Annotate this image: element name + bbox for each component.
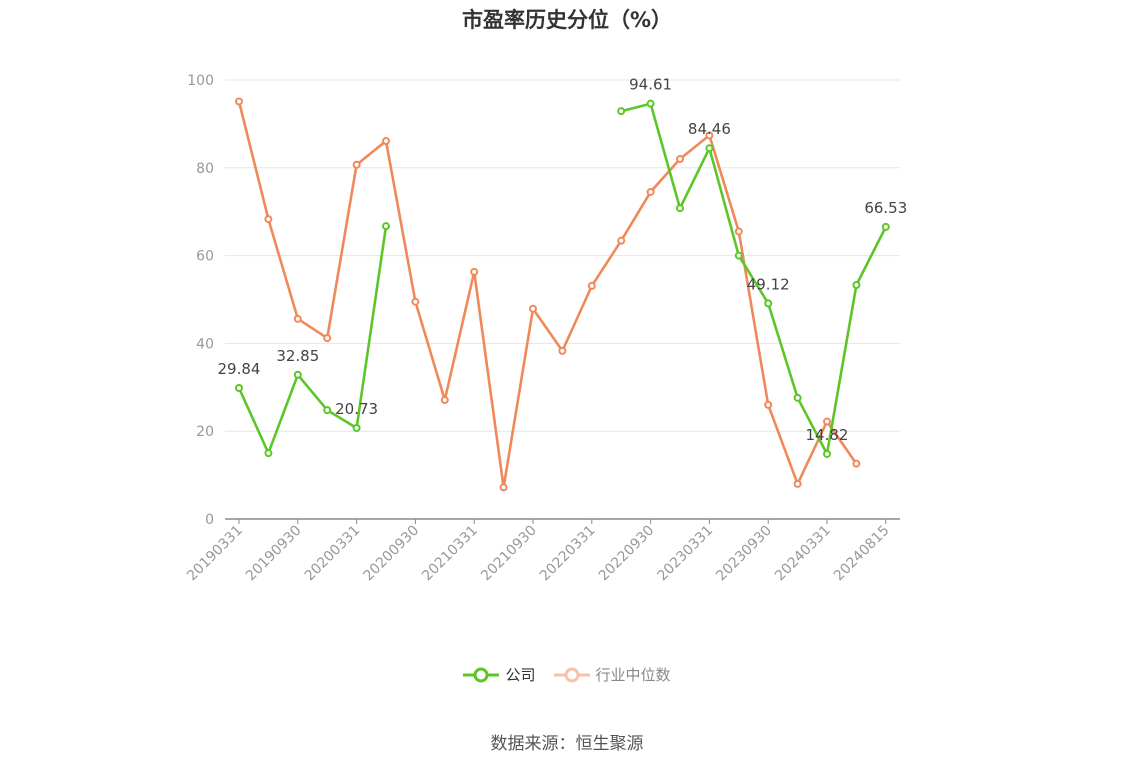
x-tick-label-20190930: 20190930 xyxy=(243,523,305,585)
data-label-20190331: 29.84 xyxy=(218,360,261,378)
data-source: 数据来源：恒生聚源 xyxy=(490,734,644,754)
point-series-1-20221231 xyxy=(676,155,684,164)
legend-label-company: 公司 xyxy=(505,666,536,684)
legend-industry-icon xyxy=(553,667,590,682)
point-series-1-20220630 xyxy=(617,236,626,245)
point-series-1-20210930 xyxy=(529,304,537,313)
point-series-0-20190630 xyxy=(264,449,273,458)
data-label-20240331: 14.82 xyxy=(806,426,849,444)
point-series-1-20240331 xyxy=(823,417,831,426)
point-series-0-20221231 xyxy=(676,204,684,213)
series-points xyxy=(235,97,890,492)
y-tick-label-60: 60 xyxy=(196,249,214,265)
point-series-1-20210331 xyxy=(470,267,479,276)
x-tick-label-20240815: 20240815 xyxy=(831,523,893,585)
point-series-1-20201231 xyxy=(440,396,449,405)
point-series-1-20190630 xyxy=(264,215,273,224)
point-series-0-20230630 xyxy=(734,251,743,260)
y-tick-label-20: 20 xyxy=(196,424,214,440)
point-series-0-20240815 xyxy=(881,222,890,231)
grid-lines xyxy=(225,79,900,432)
x-tick-label-20220930: 20220930 xyxy=(596,523,658,585)
series-lines xyxy=(237,101,887,489)
legend-company-icon xyxy=(463,667,500,682)
point-series-1-20190331 xyxy=(235,97,243,106)
x-tick-label-20200930: 20200930 xyxy=(361,523,423,585)
x-tick-label-20210331: 20210331 xyxy=(419,523,481,585)
legend: 公司 行业中位数 xyxy=(0,664,1134,685)
point-series-0-20240331 xyxy=(823,449,831,458)
point-series-1-20211231 xyxy=(558,346,567,355)
point-series-1-20230630 xyxy=(734,227,743,236)
point-series-1-20200630 xyxy=(382,137,390,146)
point-series-0-20200331 xyxy=(352,423,361,432)
x-axis: 2019033120190930202003312020093020210331… xyxy=(184,518,900,585)
point-series-1-20231231 xyxy=(793,479,802,488)
point-series-1-20220331 xyxy=(587,281,596,290)
point-series-1-20230930 xyxy=(764,400,773,409)
legend-item-industry[interactable]: 行业中位数 xyxy=(553,664,671,685)
point-series-0-20220930 xyxy=(646,99,655,108)
point-series-0-20200630 xyxy=(382,222,390,231)
series-line-0-seg-1 xyxy=(620,102,887,456)
data-label-20220930: 94.61 xyxy=(629,76,672,94)
x-tick-label-20240331: 20240331 xyxy=(772,523,834,585)
y-tick-label-0: 0 xyxy=(205,512,214,528)
y-tick-label-40: 40 xyxy=(196,336,214,352)
legend-label-industry: 行业中位数 xyxy=(595,666,671,684)
data-label-20190930: 32.85 xyxy=(276,347,319,365)
data-labels: 29.84 32.85 20.73 94.61 84.46 49.12 14.82 66.53 xyxy=(218,76,908,444)
x-tick-label-20210930: 20210930 xyxy=(478,523,540,585)
series-line-0-seg-0 xyxy=(237,226,388,455)
point-series-0-20190930 xyxy=(293,370,302,379)
point-series-1-20210630 xyxy=(499,483,508,492)
point-series-1-20190930 xyxy=(293,314,302,323)
x-tick-label-20200331: 20200331 xyxy=(302,523,364,585)
y-tick-label-80: 80 xyxy=(196,161,214,177)
series-line-1-seg-0 xyxy=(237,101,858,489)
x-tick-label-20230930: 20230930 xyxy=(713,523,775,585)
point-series-1-20191231 xyxy=(323,334,332,343)
x-tick-label-20230331: 20230331 xyxy=(655,523,717,585)
point-series-0-20220630 xyxy=(617,107,626,116)
y-axis: 0 20 40 60 80 100 xyxy=(187,73,214,528)
point-series-1-20200331 xyxy=(352,160,361,169)
point-series-0-20190331 xyxy=(235,384,243,393)
data-label-20200331: 20.73 xyxy=(335,400,378,418)
point-series-1-20220930 xyxy=(646,187,655,196)
x-tick-label-20190331: 20190331 xyxy=(184,523,246,585)
point-series-0-20230930 xyxy=(764,299,773,308)
point-series-0-20240630 xyxy=(852,281,861,290)
chart-title: 市盈率历史分位（%） xyxy=(461,8,673,32)
legend-item-company[interactable]: 公司 xyxy=(463,664,536,685)
point-series-0-20230331 xyxy=(705,144,714,153)
x-tick-label-20220331: 20220331 xyxy=(537,523,599,585)
y-tick-label-100: 100 xyxy=(187,73,214,89)
point-series-1-20240630 xyxy=(852,459,861,468)
point-series-0-20191231 xyxy=(323,406,332,415)
data-label-20230930: 49.12 xyxy=(747,275,790,293)
point-series-0-20231231 xyxy=(793,393,802,402)
data-label-20230331: 84.46 xyxy=(688,120,731,138)
point-series-1-20200930 xyxy=(411,297,420,306)
point-series-1-20230331 xyxy=(705,131,714,140)
data-label-20240815: 66.53 xyxy=(864,199,907,217)
